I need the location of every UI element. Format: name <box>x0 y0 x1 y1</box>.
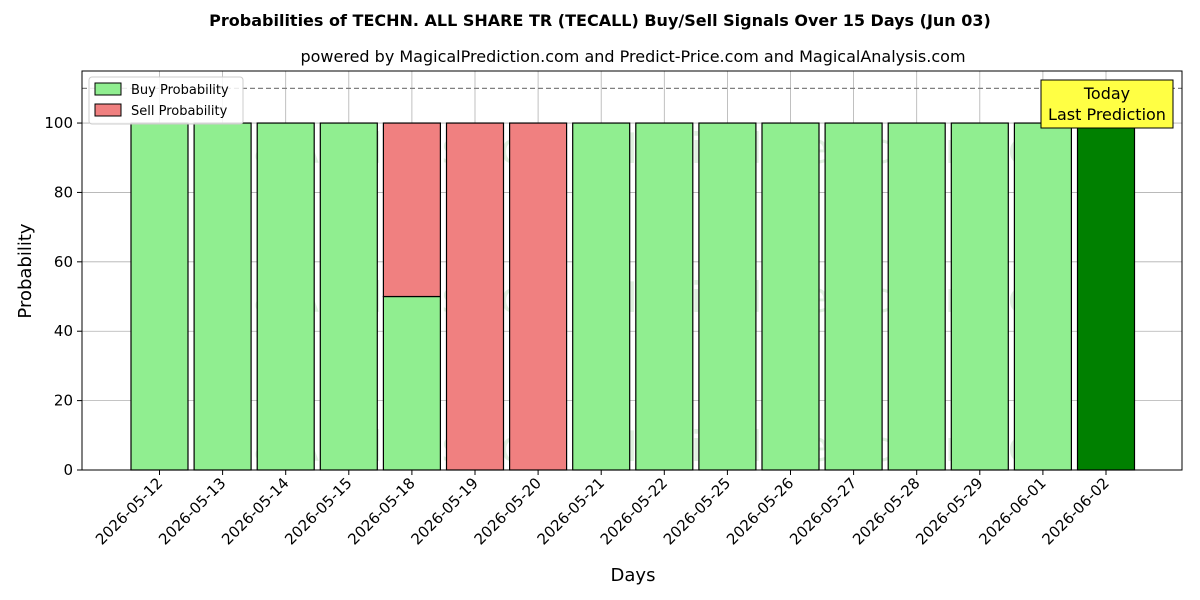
buy-bar-2026-05-12 <box>130 122 189 471</box>
chart-title: Probabilities of TECHN. ALL SHARE TR (TE… <box>209 11 991 30</box>
buy-bar-2026-05-29 <box>950 122 1009 471</box>
x-tick-label: 2026-05-14 <box>218 474 292 548</box>
legend: Buy Probability Sell Probability <box>88 76 244 125</box>
x-tick-label: 2026-05-20 <box>471 474 545 548</box>
bars <box>130 122 1136 471</box>
x-tick-label: 2026-05-28 <box>849 474 923 548</box>
buy-bar-2026-05-14 <box>256 122 315 471</box>
buy-bar-2026-06-01 <box>1013 122 1073 471</box>
x-axis: 2026-05-122026-05-132026-05-142026-05-15… <box>92 470 1113 548</box>
legend-swatch-buy <box>94 82 122 96</box>
buy-bar-2026-05-18 <box>382 295 441 471</box>
buy-bar-2026-05-21 <box>572 122 631 471</box>
x-tick-label: 2026-05-12 <box>92 474 166 548</box>
legend-swatch-sell <box>94 103 122 117</box>
buy-bar-2026-05-13 <box>193 122 252 471</box>
annotation-box <box>1040 79 1174 129</box>
sell-bar-2026-05-20 <box>509 122 568 471</box>
y-axis: 0 20 40 60 80 100 <box>44 114 82 479</box>
buy-bar-2026-05-25 <box>698 122 757 471</box>
buy-bar-2026-05-15 <box>319 122 378 471</box>
y-axis-label: Probability <box>15 223 36 318</box>
x-tick-label: 2026-06-02 <box>1038 474 1112 548</box>
x-tick-label: 2026-05-27 <box>786 474 860 548</box>
buy-bar-2026-06-02 <box>1076 122 1136 471</box>
y-tick-label: 0 <box>63 461 73 479</box>
sell-bar-2026-05-18 <box>382 122 441 298</box>
x-tick-label: 2026-06-01 <box>975 474 1049 548</box>
x-tick-label: 2026-05-15 <box>281 474 355 548</box>
x-axis-label: Days <box>611 565 656 586</box>
sell-bar-2026-05-19 <box>445 122 505 471</box>
x-tick-label: 2026-05-18 <box>344 474 418 548</box>
buy-bar-2026-05-26 <box>761 122 820 471</box>
y-tick-label: 60 <box>54 253 73 271</box>
annotation-line-1: Today <box>1083 84 1130 103</box>
annotation-line-2: Last Prediction <box>1048 105 1166 124</box>
y-tick-label: 40 <box>54 322 73 340</box>
x-tick-label: 2026-05-22 <box>597 474 671 548</box>
y-tick-label: 80 <box>54 183 73 201</box>
buy-bar-2026-05-28 <box>887 122 946 471</box>
x-tick-label: 2026-05-29 <box>912 474 986 548</box>
y-tick-label: 100 <box>44 114 73 132</box>
plot-frame <box>81 70 1183 471</box>
y-tick-label: 20 <box>54 392 73 410</box>
legend-label-buy: Buy Probability <box>131 83 229 98</box>
buy-bar-2026-05-22 <box>635 122 694 471</box>
buy-bar-2026-05-27 <box>824 122 883 471</box>
x-tick-label: 2026-05-21 <box>534 474 608 548</box>
legend-box <box>88 76 244 125</box>
chart-subtitle: powered by MagicalPrediction.com and Pre… <box>300 47 965 66</box>
x-tick-label: 2026-05-25 <box>660 474 734 548</box>
x-tick-label: 2026-05-19 <box>407 474 481 548</box>
today-annotation: Today Last Prediction <box>1040 79 1174 129</box>
x-tick-label: 2026-05-26 <box>723 474 797 548</box>
x-tick-label: 2026-05-13 <box>155 474 229 548</box>
legend-label-sell: Sell Probability <box>131 104 228 119</box>
